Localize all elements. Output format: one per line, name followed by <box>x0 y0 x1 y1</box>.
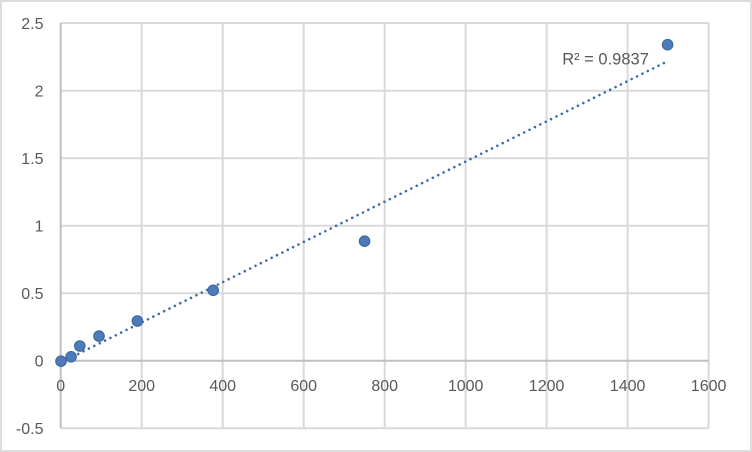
svg-text:1: 1 <box>35 219 44 236</box>
svg-text:600: 600 <box>290 378 317 395</box>
svg-text:2.5: 2.5 <box>21 16 43 33</box>
svg-text:1000: 1000 <box>448 378 484 395</box>
svg-text:0: 0 <box>35 354 44 371</box>
svg-text:1600: 1600 <box>691 378 727 395</box>
svg-text:0.5: 0.5 <box>21 286 43 303</box>
svg-text:400: 400 <box>209 378 236 395</box>
svg-text:1200: 1200 <box>529 378 565 395</box>
svg-text:0: 0 <box>56 378 65 395</box>
svg-text:R² = 0.9837: R² = 0.9837 <box>562 51 649 69</box>
svg-text:1400: 1400 <box>610 378 646 395</box>
svg-text:200: 200 <box>128 378 155 395</box>
svg-text:2: 2 <box>35 84 44 101</box>
svg-text:800: 800 <box>371 378 398 395</box>
svg-text:-0.5: -0.5 <box>16 421 44 438</box>
svg-text:1.5: 1.5 <box>21 151 43 168</box>
